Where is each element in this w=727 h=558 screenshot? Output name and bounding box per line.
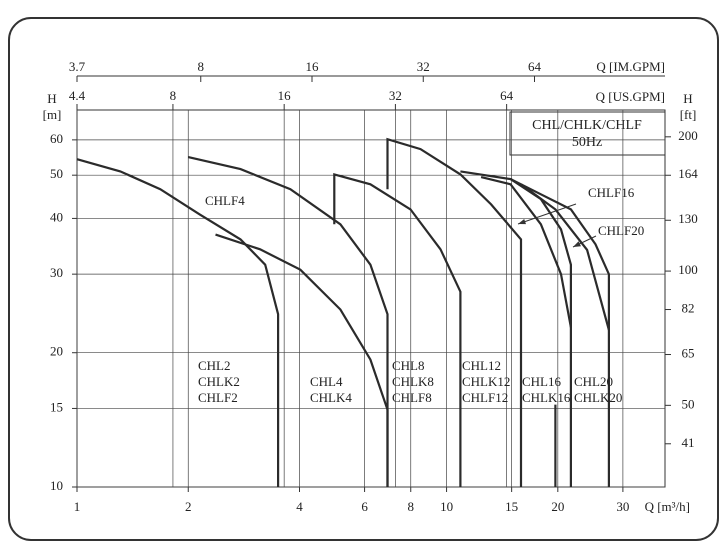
y2-tick-label: 41 xyxy=(682,435,695,450)
y2-axis-label: H xyxy=(683,91,692,106)
model-label: CHL8 xyxy=(392,358,425,373)
x3-tick-label: 32 xyxy=(417,59,430,74)
model-label: CHLK4 xyxy=(310,390,352,405)
y-tick-label: 60 xyxy=(50,131,63,146)
y2-tick-label: 130 xyxy=(678,211,698,226)
y2-tick-label: 200 xyxy=(678,128,698,143)
pump-curve xyxy=(460,170,572,487)
x3-tick-label: 64 xyxy=(528,59,542,74)
x-axis-label: Q [m³/h] xyxy=(645,499,690,514)
x2-tick-label: 8 xyxy=(170,88,177,103)
curve-label: CHLF16 xyxy=(588,185,635,200)
x-tick-label: 8 xyxy=(407,499,414,514)
y-tick-label: 40 xyxy=(50,209,63,224)
y2-axis-unit: [ft] xyxy=(680,107,697,122)
x3-axis-label: Q [IM.GPM] xyxy=(596,59,665,74)
y2-tick-label: 65 xyxy=(682,346,695,361)
x3-tick-label: 8 xyxy=(198,59,205,74)
model-label: CHLF8 xyxy=(392,390,432,405)
y-axis-unit: [m] xyxy=(43,107,62,122)
x-tick-label: 10 xyxy=(440,499,453,514)
model-label: CHLK16 xyxy=(522,390,571,405)
pump-curve xyxy=(76,158,280,487)
model-label: CHL4 xyxy=(310,374,343,389)
x-tick-label: 6 xyxy=(361,499,368,514)
model-label: CHL12 xyxy=(462,358,501,373)
pump-curve xyxy=(510,178,610,487)
y-tick-label: 20 xyxy=(50,344,63,359)
x-tick-label: 20 xyxy=(551,499,564,514)
x2-tick-label: 32 xyxy=(389,88,402,103)
arrow xyxy=(517,203,577,225)
pump-curve xyxy=(480,176,572,328)
y-tick-label: 50 xyxy=(50,166,63,181)
y-tick-label: 10 xyxy=(50,478,63,493)
pump-curve xyxy=(386,137,523,487)
x2-tick-label: 4.4 xyxy=(69,88,86,103)
arrow-head xyxy=(573,241,581,247)
x2-tick-label: 64 xyxy=(500,88,514,103)
curve-label: CHLF20 xyxy=(598,223,644,238)
model-label: CHLK12 xyxy=(462,374,510,389)
model-label: CHLK20 xyxy=(574,390,622,405)
curve-label: CHLF4 xyxy=(205,193,245,208)
title-box xyxy=(509,111,666,156)
y2-tick-label: 100 xyxy=(678,262,698,277)
model-label: CHL16 xyxy=(522,374,562,389)
model-label: CHLF2 xyxy=(198,390,238,405)
x-tick-label: 15 xyxy=(505,499,518,514)
pump-curve xyxy=(187,156,389,487)
chart-subtitle: 50Hz xyxy=(572,135,602,150)
pump-curve xyxy=(215,233,389,487)
x-tick-label: 2 xyxy=(185,499,192,514)
arrow-head xyxy=(518,218,526,225)
y-tick-label: 15 xyxy=(50,399,63,414)
model-label: CHLK8 xyxy=(392,374,434,389)
x2-axis-label: Q [US.GPM] xyxy=(596,89,665,104)
x3-tick-label: 16 xyxy=(306,59,320,74)
pump-curve xyxy=(333,172,462,487)
model-label: CHL20 xyxy=(574,374,613,389)
chart-title: CHL/CHLK/CHLF xyxy=(532,118,642,133)
model-label: CHL2 xyxy=(198,358,231,373)
x3-tick-label: 3.7 xyxy=(69,59,86,74)
y2-tick-label: 82 xyxy=(682,301,695,316)
x-tick-label: 1 xyxy=(74,499,81,514)
y2-tick-label: 50 xyxy=(682,396,695,411)
y-axis-label: H xyxy=(47,91,56,106)
x-tick-label: 4 xyxy=(296,499,303,514)
model-label: CHLK2 xyxy=(198,374,240,389)
y-tick-label: 30 xyxy=(50,265,63,280)
x2-tick-label: 16 xyxy=(278,88,292,103)
x-tick-label: 30 xyxy=(616,499,629,514)
pump-curve xyxy=(520,183,610,331)
y2-tick-label: 164 xyxy=(678,166,698,181)
model-label: CHLF12 xyxy=(462,390,508,405)
